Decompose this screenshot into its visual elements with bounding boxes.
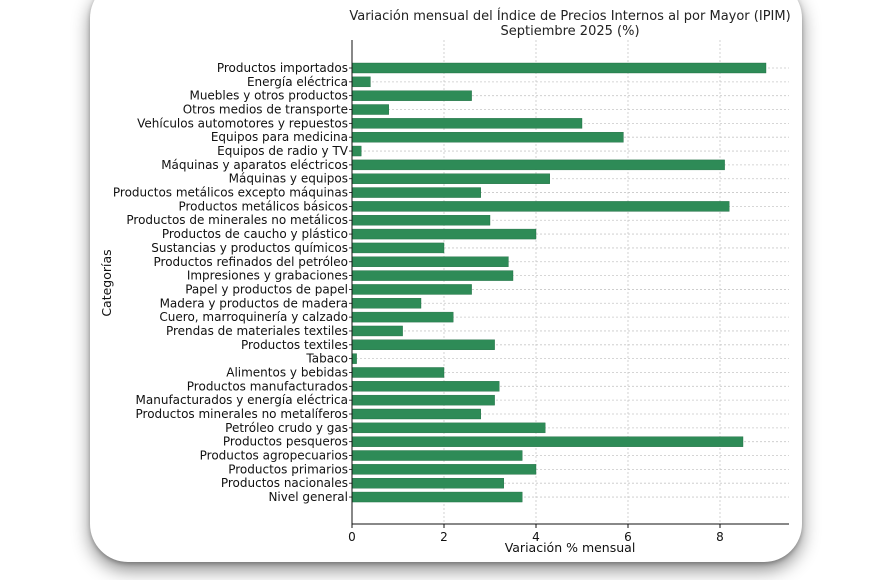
bar: [351, 339, 495, 350]
category-label: Productos metálicos excepto máquinas: [113, 186, 348, 200]
bar: [351, 394, 495, 406]
bar: [351, 298, 422, 309]
category-label: Productos de minerales no metálicos: [126, 213, 348, 227]
bar: [351, 131, 624, 143]
category-label: Productos agropecuarios: [200, 449, 348, 463]
category-label: Productos refinados del petróleo: [154, 255, 349, 269]
category-label: Máquinas y equipos: [229, 172, 348, 186]
category-label: Máquinas y aparatos eléctricos: [161, 158, 348, 172]
category-label: Alimentos y bebidas: [226, 365, 348, 379]
bar: [351, 353, 357, 364]
category-label: Energía eléctrica: [247, 75, 348, 89]
bar: [351, 201, 730, 212]
category-label: Otros medios de transporte: [183, 103, 348, 117]
bars-group: [351, 62, 767, 503]
category-label: Prendas de materiales textiles: [166, 324, 348, 338]
bar: [351, 478, 505, 489]
bar: [351, 256, 509, 267]
bar: [351, 62, 767, 74]
bar: [351, 118, 583, 129]
category-label: Productos manufacturados: [187, 379, 348, 393]
bar: [351, 228, 537, 240]
chart-subtitle: Septiembre 2025 (%): [500, 24, 639, 39]
category-label: Muebles y otros productos: [189, 89, 348, 103]
x-tick-label: 8: [716, 530, 724, 544]
bar: [351, 270, 514, 281]
x-tick-label: 2: [440, 530, 448, 544]
bar: [351, 311, 454, 323]
bar: [351, 284, 472, 295]
bar: [351, 215, 491, 226]
bar: [351, 173, 551, 184]
bar: [351, 450, 523, 461]
category-label: Madera y productos de madera: [160, 296, 348, 310]
axes: [351, 40, 789, 525]
chart-title: Variación mensual del Índice de Precios …: [349, 8, 790, 24]
category-label: Productos minerales no metalíferos: [136, 407, 348, 421]
bar: [351, 381, 500, 392]
category-label: Petróleo crudo y gas: [225, 421, 348, 435]
bar: [351, 145, 362, 157]
bar: [351, 159, 725, 171]
bar: [351, 436, 744, 447]
bar: [351, 242, 445, 254]
bar: [351, 491, 523, 503]
bar: [351, 90, 472, 101]
x-axis-title: Variación % mensual: [505, 540, 636, 555]
category-label: Productos de caucho y plástico: [162, 227, 348, 241]
bar: [351, 464, 537, 475]
bar: [351, 367, 445, 378]
category-label: Impresiones y grabaciones: [187, 269, 348, 283]
x-tick-label: 4: [532, 530, 540, 544]
category-label: Papel y productos de papel: [185, 282, 348, 296]
x-tick-label: 6: [624, 530, 632, 544]
bar: [351, 187, 482, 198]
x-ticks: 0 2 4 6 8: [348, 67, 724, 544]
bar: [351, 408, 482, 420]
y-axis-title: Categorías: [99, 249, 114, 316]
category-label: Productos textiles: [241, 338, 348, 352]
category-label: Productos nacionales: [221, 476, 348, 490]
category-label: Productos metálicos básicos: [178, 199, 348, 213]
category-label: Manufacturados y energía eléctrica: [136, 393, 348, 407]
category-label: Vehículos automotores y repuestos: [137, 116, 348, 130]
category-label: Tabaco: [305, 352, 348, 366]
category-label: Productos pesqueros: [223, 435, 348, 449]
category-label: Productos primarios: [228, 462, 348, 476]
category-label: Cuero, marroquinería y calzado: [159, 310, 348, 324]
bar: [351, 76, 371, 88]
category-label: Equipos para medicina: [211, 130, 348, 144]
bar: [351, 104, 389, 115]
category-label: Equipos de radio y TV: [217, 144, 349, 158]
category-label: Productos importados: [217, 61, 348, 75]
bar: [351, 325, 403, 337]
category-label: Nivel general: [268, 490, 348, 504]
x-tick-label: 0: [348, 530, 356, 544]
bar: [351, 422, 546, 434]
category-label: Sustancias y productos químicos: [151, 241, 348, 255]
